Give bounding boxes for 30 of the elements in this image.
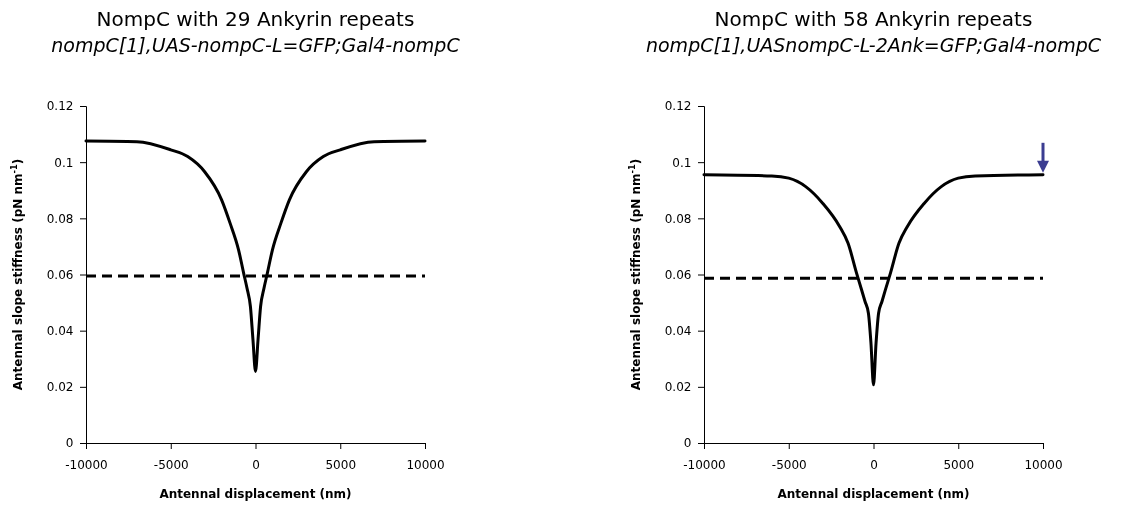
y-tick-label: 0.02 bbox=[46, 380, 74, 395]
y-tick-label: 0.12 bbox=[46, 99, 74, 114]
x-tick-label: 5000 bbox=[943, 457, 975, 472]
y-tick-label: 0.08 bbox=[46, 211, 74, 226]
y-tick-label: 0.1 bbox=[54, 155, 74, 170]
x-tick-label: -10000 bbox=[683, 457, 726, 472]
x-tick-label: 0 bbox=[252, 457, 260, 472]
y-tick-label: 0.06 bbox=[46, 267, 74, 282]
x-axis-title: Antennal displacement (nm) bbox=[159, 487, 352, 501]
y-tick-label: 0.1 bbox=[672, 155, 692, 170]
y-tick-label: 0.02 bbox=[664, 380, 692, 395]
y-tick-label: 0 bbox=[65, 436, 74, 451]
y-tick-label: 0.08 bbox=[664, 211, 692, 226]
x-tick-label: 5000 bbox=[325, 457, 357, 472]
x-tick-label: 10000 bbox=[1024, 457, 1063, 472]
chart-title: NompC with 29 Ankyrin repeats bbox=[96, 7, 415, 31]
y-tick-label: 0.04 bbox=[664, 324, 692, 339]
x-tick-label: -5000 bbox=[153, 457, 189, 472]
y-tick-label: 0.06 bbox=[664, 267, 692, 282]
y-tick-label: 0 bbox=[683, 436, 692, 451]
x-tick-label: 10000 bbox=[406, 457, 445, 472]
x-axis-title: Antennal displacement (nm) bbox=[777, 487, 970, 501]
chart-subtitle: nompC[1],UAS-nompC-L=GFP;Gal4-nompC bbox=[51, 34, 461, 56]
x-tick-label: -10000 bbox=[65, 457, 108, 472]
chart-title: NompC with 58 Ankyrin repeats bbox=[714, 7, 1033, 31]
chart-subtitle: nompC[1],UASnompC-L-2Ank=GFP;Gal4-nompC bbox=[645, 34, 1102, 56]
x-tick-label: 0 bbox=[870, 457, 878, 472]
x-tick-label: -5000 bbox=[771, 457, 807, 472]
y-tick-label: 0.12 bbox=[664, 99, 692, 114]
y-tick-label: 0.04 bbox=[46, 324, 74, 339]
